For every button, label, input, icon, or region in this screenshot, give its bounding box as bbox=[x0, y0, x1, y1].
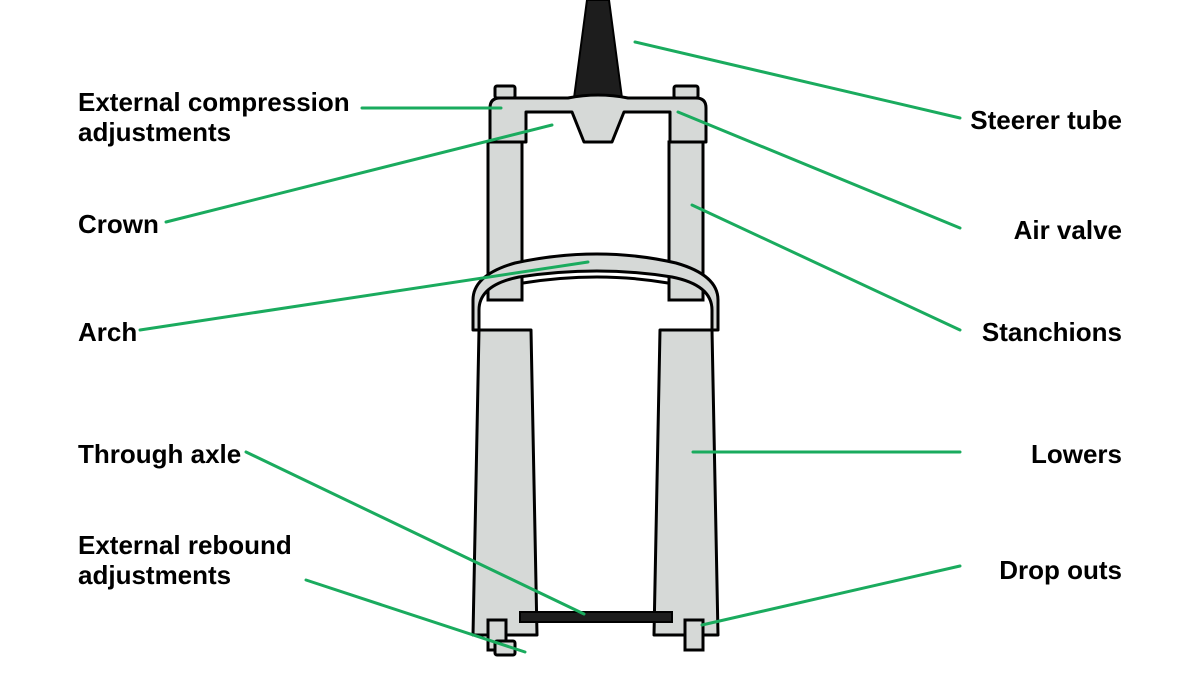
through-axle bbox=[520, 612, 672, 622]
label-ext_rebound: External rebound adjustments bbox=[78, 531, 292, 591]
label-stanchions: Stanchions bbox=[982, 318, 1122, 348]
fork-diagram bbox=[473, 0, 718, 655]
leader-air_valve bbox=[678, 112, 960, 228]
label-crown: Crown bbox=[78, 210, 159, 240]
crown bbox=[490, 95, 706, 142]
label-lowers: Lowers bbox=[1031, 440, 1122, 470]
air-valve-cap bbox=[674, 86, 698, 98]
label-dropouts: Drop outs bbox=[999, 556, 1122, 586]
leader-stanchions bbox=[692, 205, 960, 330]
label-arch: Arch bbox=[78, 318, 137, 348]
label-ext_compression: External compression adjustments bbox=[78, 88, 350, 148]
dropout bbox=[685, 620, 703, 650]
compression-cap bbox=[495, 86, 515, 98]
label-air_valve: Air valve bbox=[1014, 216, 1122, 246]
leader-dropouts bbox=[702, 566, 960, 625]
label-through_axle: Through axle bbox=[78, 440, 241, 470]
lower-left bbox=[473, 330, 537, 635]
lower-right bbox=[654, 330, 718, 635]
steerer-tube bbox=[574, 0, 622, 98]
label-steerer: Steerer tube bbox=[970, 106, 1122, 136]
